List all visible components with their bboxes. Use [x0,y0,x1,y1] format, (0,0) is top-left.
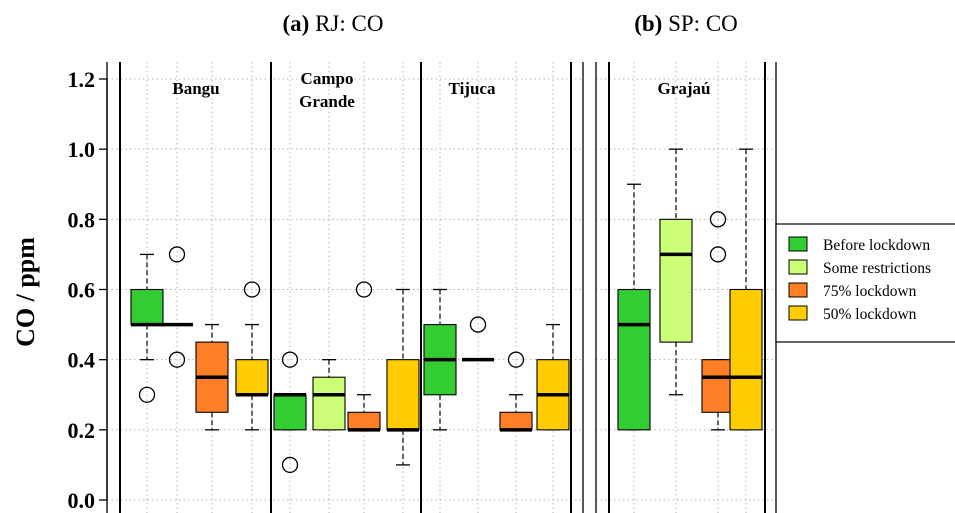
legend-swatch [788,305,808,321]
panel-b-title: (b) SP: CO [634,11,738,36]
outlier-point [709,211,727,228]
box-some-restrictions [659,148,693,396]
box-50-lockdown [729,148,763,431]
box-75-lockdown [195,323,229,431]
legend-swatch [788,236,808,252]
y-tick-label: 1.2 [68,67,96,92]
station-label: Tijuca [449,79,496,98]
box-some-restrictions [161,246,193,368]
box-body [386,359,420,431]
box-50-lockdown [235,281,269,431]
station-label: Grajaú [658,79,711,98]
station-label: Campo [301,69,354,88]
legend-swatch [788,282,808,298]
outlier-point [507,351,525,368]
box-body [273,394,307,431]
station-label: Bangu [172,79,219,98]
panel-a-title-bold: (a) [283,11,310,36]
box-75-lockdown [347,281,381,432]
legend-label: 75% lockdown [823,283,917,300]
y-tick-label: 0.4 [68,348,96,373]
marks-layer: Bangu Campo Grande Tijuca Grajaú [130,69,763,474]
box-body [729,288,763,431]
outlier-point [168,246,186,263]
box-body [347,411,381,431]
y-tick-label: 0.0 [68,488,96,513]
box-75-lockdown [701,211,735,431]
outlier-point [243,281,261,298]
legend-label: 50% lockdown [823,306,917,323]
box-body [659,218,693,343]
box-some-restrictions [312,359,346,431]
box-body [130,288,164,326]
legend: Before lockdown Some restrictions 75% lock… [775,223,955,343]
box-before-lockdown [617,183,651,431]
box-75-lockdown [499,351,533,432]
legend-label: Before lockdown [823,237,930,254]
box-body [499,411,533,431]
box-before-lockdown [423,288,457,431]
box-50-lockdown [536,323,570,431]
box-before-lockdown [273,351,307,474]
box-body [235,359,269,396]
y-tick-label: 0.8 [68,207,96,232]
legend-label: Some restrictions [823,260,931,277]
box-some-restrictions [462,316,494,362]
outlier-point [138,386,156,403]
y-axis-label: CO / ppm [11,237,40,347]
station-label: Grande [299,92,355,111]
panel-b-title-rest: SP: CO [662,11,737,36]
box-body [617,288,651,431]
legend-swatch [788,259,808,275]
panel-b-title-bold: (b) [634,11,662,36]
outlier-point [469,316,487,333]
outlier-point [281,456,299,474]
panel-a-title-rest: RJ: CO [309,11,383,36]
outlier-point [709,246,727,263]
box-body [312,376,346,431]
y-tick-label: 0.2 [68,418,96,443]
y-tick-label: 0.6 [68,278,96,303]
panel-a-title: (a) RJ: CO [283,11,384,36]
box-50-lockdown [386,288,420,466]
y-tick-label: 1.0 [68,137,96,162]
box-body [701,359,735,413]
outlier-point [355,281,373,298]
outlier-point [281,351,299,368]
outlier-point [168,351,186,368]
box-before-lockdown [130,253,164,403]
